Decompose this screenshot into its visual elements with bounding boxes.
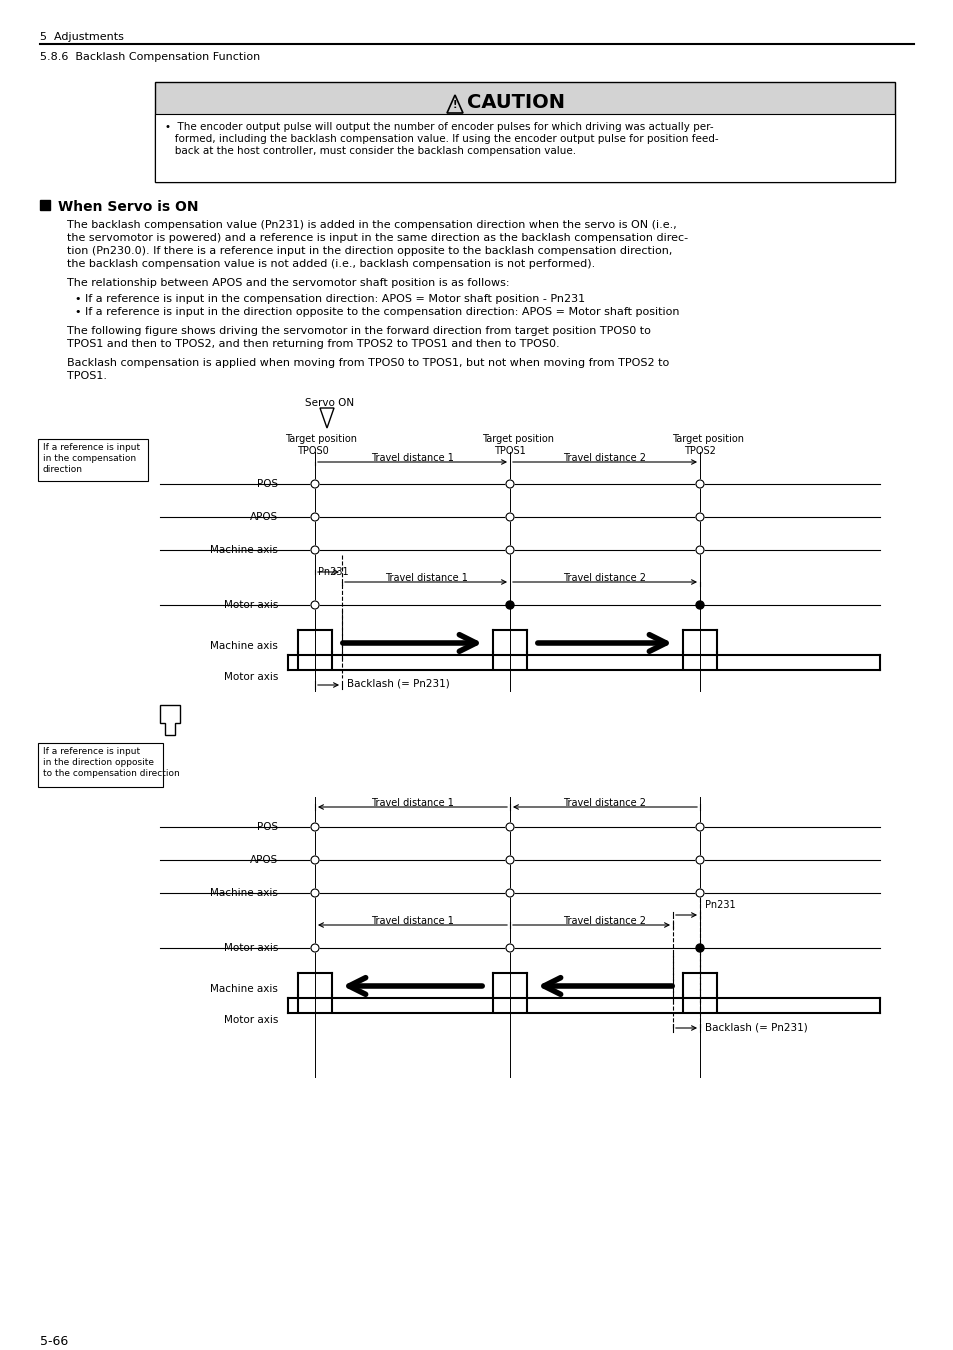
Text: back at the host controller, must consider the backlash compensation value.: back at the host controller, must consid… [165, 146, 576, 157]
Text: When Servo is ON: When Servo is ON [58, 200, 198, 215]
Circle shape [696, 944, 703, 952]
Text: 5-66: 5-66 [40, 1335, 69, 1349]
Text: Travel distance 2: Travel distance 2 [563, 917, 646, 926]
Text: Travel distance 2: Travel distance 2 [563, 798, 646, 809]
Text: Backlash (= Pn231): Backlash (= Pn231) [704, 1022, 807, 1031]
Text: POS: POS [256, 479, 277, 489]
Text: Target position: Target position [671, 433, 743, 444]
Circle shape [696, 890, 703, 896]
Circle shape [311, 513, 318, 521]
Text: Target position: Target position [285, 433, 356, 444]
Circle shape [311, 856, 318, 864]
Text: Travel distance 1: Travel distance 1 [370, 798, 453, 809]
Text: in the compensation: in the compensation [43, 454, 136, 463]
Circle shape [311, 944, 318, 952]
Circle shape [696, 856, 703, 864]
Bar [154, 113, 894, 182]
Text: TPOS1 and then to TPOS2, and then returning from TPOS2 to TPOS1 and then to TPOS: TPOS1 and then to TPOS2, and then return… [67, 339, 559, 350]
Text: Machine axis: Machine axis [210, 641, 277, 651]
Text: tion (Pn230.0). If there is a reference input in the direction opposite to the b: tion (Pn230.0). If there is a reference … [67, 246, 672, 256]
Text: Travel distance 1: Travel distance 1 [370, 917, 453, 926]
Circle shape [505, 824, 514, 832]
Text: The backlash compensation value (Pn231) is added in the compensation direction w: The backlash compensation value (Pn231) … [67, 220, 676, 230]
Text: Machine axis: Machine axis [210, 545, 277, 555]
Bar [38, 439, 148, 481]
Text: Motor axis: Motor axis [223, 1015, 277, 1025]
Bar [154, 82, 894, 182]
Text: TPOS1.: TPOS1. [67, 371, 107, 381]
Text: Backlash compensation is applied when moving from TPOS0 to TPOS1, but not when m: Backlash compensation is applied when mo… [67, 358, 669, 369]
Circle shape [311, 545, 318, 554]
Bar [38, 743, 163, 787]
Circle shape [505, 601, 514, 609]
Text: to the compensation direction: to the compensation direction [43, 769, 179, 778]
Text: CAUTION: CAUTION [467, 93, 564, 112]
Polygon shape [319, 408, 334, 428]
Text: Target position: Target position [481, 433, 554, 444]
Text: Pn231: Pn231 [704, 900, 735, 910]
Text: If a reference is input: If a reference is input [43, 747, 140, 756]
Circle shape [311, 601, 318, 609]
Text: Backlash (= Pn231): Backlash (= Pn231) [347, 679, 449, 688]
Text: The relationship between APOS and the servomotor shaft position is as follows:: The relationship between APOS and the se… [67, 278, 509, 288]
Text: POS: POS [256, 822, 277, 832]
Text: Travel distance 2: Travel distance 2 [563, 454, 646, 463]
Circle shape [505, 513, 514, 521]
Circle shape [505, 890, 514, 896]
Circle shape [696, 513, 703, 521]
Polygon shape [160, 705, 180, 734]
Circle shape [696, 545, 703, 554]
Text: Machine axis: Machine axis [210, 984, 277, 994]
Text: The following figure shows driving the servomotor in the forward direction from : The following figure shows driving the s… [67, 325, 650, 336]
Text: • If a reference is input in the compensation direction: APOS = Motor shaft posi: • If a reference is input in the compens… [75, 294, 584, 304]
Circle shape [505, 856, 514, 864]
Text: If a reference is input: If a reference is input [43, 443, 140, 452]
Text: the backlash compensation value is not added (i.e., backlash compensation is not: the backlash compensation value is not a… [67, 259, 595, 269]
Circle shape [696, 824, 703, 832]
Text: APOS: APOS [250, 855, 277, 865]
Text: TPOS1: TPOS1 [494, 446, 525, 456]
Circle shape [696, 481, 703, 487]
Text: Travel distance 2: Travel distance 2 [563, 572, 646, 583]
Text: •  The encoder output pulse will output the number of encoder pulses for which d: • The encoder output pulse will output t… [165, 122, 713, 132]
Text: Travel distance 1: Travel distance 1 [384, 572, 467, 583]
Text: Motor axis: Motor axis [223, 672, 277, 682]
Circle shape [696, 601, 703, 609]
Text: the servomotor is powered) and a reference is input in the same direction as the: the servomotor is powered) and a referen… [67, 234, 687, 243]
Circle shape [505, 545, 514, 554]
Text: APOS: APOS [250, 512, 277, 522]
Text: direction: direction [43, 464, 83, 474]
Text: Travel distance 1: Travel distance 1 [370, 454, 453, 463]
Text: formed, including the backlash compensation value. If using the encoder output p: formed, including the backlash compensat… [165, 134, 718, 144]
Text: • If a reference is input in the direction opposite to the compensation directio: • If a reference is input in the directi… [75, 306, 679, 317]
Text: TPOS2: TPOS2 [683, 446, 715, 456]
Text: Machine axis: Machine axis [210, 888, 277, 898]
Text: TPOS0: TPOS0 [296, 446, 329, 456]
Bar [40, 200, 50, 211]
Text: 5.8.6  Backlash Compensation Function: 5.8.6 Backlash Compensation Function [40, 53, 260, 62]
Circle shape [311, 824, 318, 832]
Text: Motor axis: Motor axis [223, 599, 277, 610]
Text: Motor axis: Motor axis [223, 944, 277, 953]
Text: 5  Adjustments: 5 Adjustments [40, 32, 124, 42]
Text: Servo ON: Servo ON [305, 398, 354, 408]
Text: !: ! [453, 100, 456, 109]
Circle shape [311, 890, 318, 896]
Text: Pn231: Pn231 [317, 567, 348, 576]
Circle shape [505, 481, 514, 487]
Circle shape [311, 481, 318, 487]
Circle shape [505, 944, 514, 952]
Text: in the direction opposite: in the direction opposite [43, 757, 153, 767]
